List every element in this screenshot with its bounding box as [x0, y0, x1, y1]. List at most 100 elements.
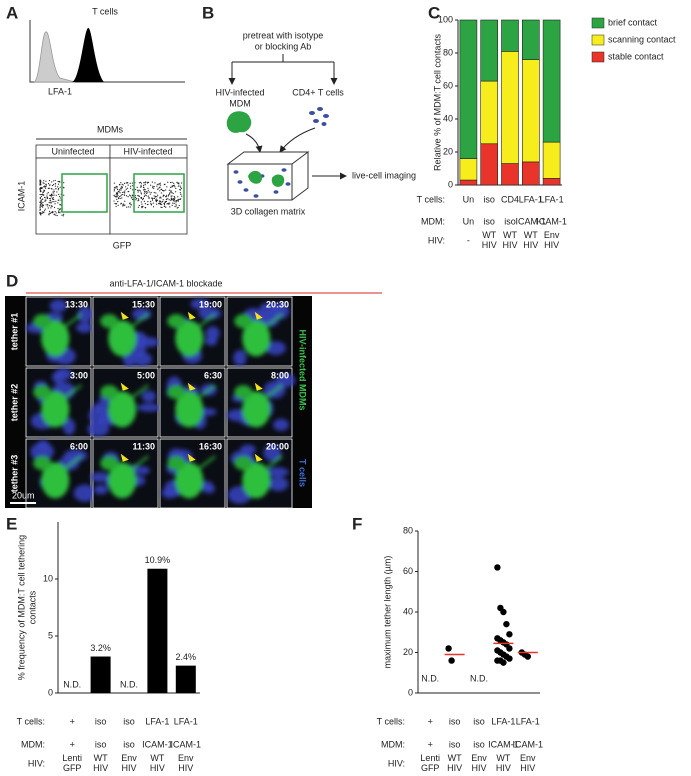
dot	[42, 203, 44, 206]
dot	[163, 194, 165, 196]
dot	[49, 205, 51, 207]
tether	[124, 455, 149, 475]
tether	[191, 313, 216, 333]
dot	[122, 203, 125, 205]
dot	[44, 196, 46, 199]
dot	[159, 184, 162, 186]
x-tick-label: Env HIV	[178, 753, 194, 773]
dot	[175, 187, 177, 189]
timestamp: 15:30	[132, 299, 155, 309]
x-tick-label: iso	[504, 216, 516, 226]
tcell	[76, 322, 93, 333]
dot	[55, 194, 57, 196]
dot	[142, 186, 145, 189]
bar-segment	[459, 19, 478, 159]
tcell	[202, 484, 216, 494]
dot	[147, 187, 149, 189]
dot	[118, 197, 120, 199]
dot	[143, 181, 145, 184]
dot	[113, 189, 115, 191]
tcell	[55, 367, 72, 381]
dot	[159, 197, 161, 199]
x-tick-label: LFA-1	[174, 716, 198, 726]
dot	[148, 196, 150, 199]
dot	[139, 190, 142, 192]
dot	[174, 197, 176, 199]
dot	[58, 208, 60, 211]
dot	[45, 183, 47, 185]
tether	[57, 384, 82, 404]
x-tick-label: WT HIV	[447, 753, 462, 773]
dot	[50, 207, 52, 209]
dot	[116, 193, 118, 196]
dot	[169, 206, 171, 208]
diagram-text: or blocking Ab	[255, 41, 312, 51]
x-tick-label: iso	[123, 739, 135, 749]
dot	[48, 179, 51, 182]
dot	[53, 198, 55, 201]
diagram-text: CD4+ T cells	[292, 87, 344, 97]
arrow	[245, 133, 263, 153]
dot	[147, 201, 149, 203]
dot	[146, 192, 148, 195]
dot	[159, 182, 161, 184]
arrowhead	[187, 453, 196, 462]
dot	[45, 180, 47, 182]
dot	[43, 180, 45, 182]
dot	[163, 202, 165, 204]
tcell	[90, 472, 110, 483]
dot	[40, 212, 42, 214]
dot	[117, 204, 119, 206]
dot	[137, 200, 139, 202]
dot	[166, 186, 168, 188]
timestamp: 19:00	[199, 299, 222, 309]
point	[506, 645, 513, 652]
y-tick-label: 20	[403, 647, 413, 657]
bar-segment	[542, 141, 561, 179]
dot	[55, 188, 57, 190]
dot	[159, 196, 161, 198]
dot	[120, 187, 122, 189]
dot	[132, 198, 134, 200]
dot	[113, 190, 115, 192]
y-tick-label: 0	[408, 687, 413, 697]
timestamp: 8:00	[271, 370, 289, 380]
dot	[120, 202, 123, 204]
legend-swatch	[591, 51, 605, 63]
dot	[119, 183, 121, 186]
x-tick-label: +	[70, 716, 75, 726]
dot	[117, 190, 120, 192]
dot	[55, 214, 57, 216]
dot	[151, 199, 154, 201]
dot	[49, 199, 52, 202]
dot	[47, 207, 49, 209]
cells	[87, 384, 161, 437]
dot	[172, 202, 174, 204]
x-tick-label: Env HIV	[520, 753, 536, 773]
dot	[59, 197, 61, 199]
x-tick-label: -	[467, 235, 470, 245]
dot	[50, 187, 52, 190]
dot	[44, 208, 46, 210]
isotype-histogram	[33, 31, 76, 83]
dot	[44, 185, 46, 187]
dot	[55, 212, 57, 214]
dot	[117, 194, 119, 197]
row-label: tether #3	[9, 455, 19, 493]
bar-segment	[480, 143, 499, 186]
bar	[147, 568, 168, 693]
tcell	[198, 307, 222, 320]
dot	[120, 189, 122, 191]
dot	[137, 206, 139, 208]
dot	[43, 182, 45, 184]
dot	[147, 181, 150, 183]
x-tick-label: Env HIV	[544, 230, 560, 250]
tether	[258, 313, 283, 333]
dot	[51, 205, 53, 208]
dot	[171, 186, 173, 188]
dot	[129, 194, 131, 196]
dot	[167, 198, 169, 200]
x-tick-label: +	[428, 716, 433, 726]
dot	[150, 191, 152, 194]
value-label: 2.4%	[176, 652, 197, 662]
